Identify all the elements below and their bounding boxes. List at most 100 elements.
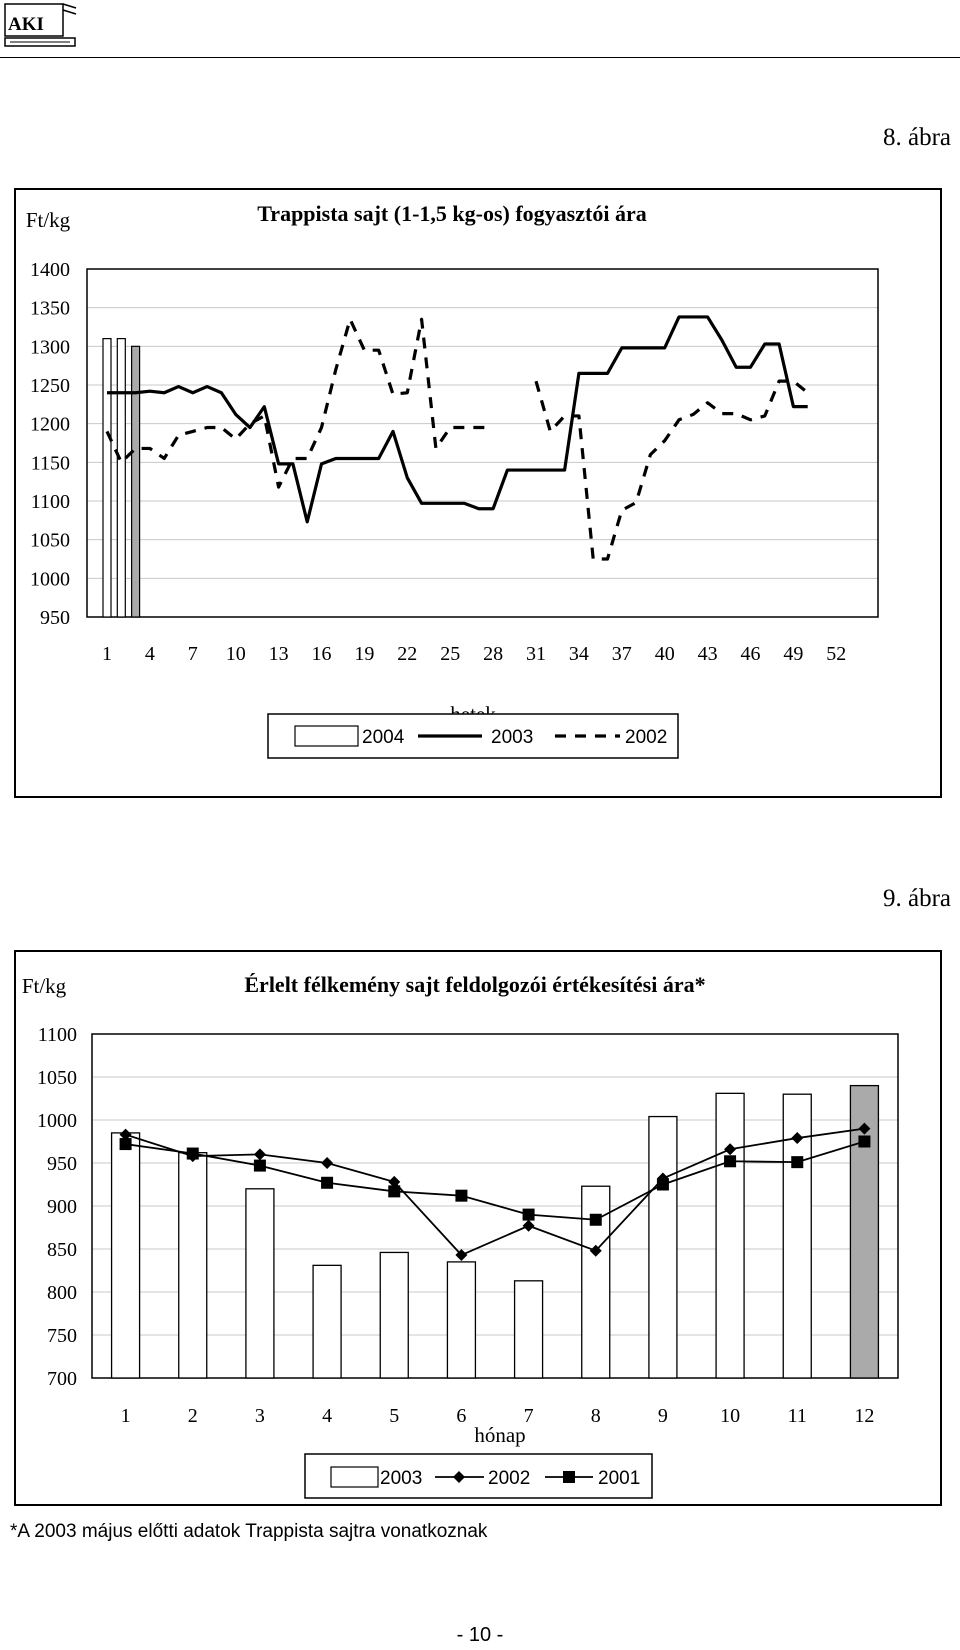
trappista-price-chart: 950 1000 1050 1100 1150 1200 1250 1300 1350 1400 1… <box>26 201 879 759</box>
series-2001-point <box>388 1185 401 1198</box>
y-tick-label: 700 <box>47 1368 77 1390</box>
legend-label-2004: 2004 <box>362 727 405 748</box>
x-tick-label: 3 <box>255 1405 265 1427</box>
x-tick-label: 9 <box>658 1405 668 1427</box>
series-2002-point <box>253 1148 266 1161</box>
series-line-2003 <box>107 315 808 524</box>
x-tick-label: 8 <box>591 1405 601 1427</box>
y-tick-label: 900 <box>47 1196 77 1218</box>
aki-logo: AKI <box>4 3 77 47</box>
x-tick-label: 2 <box>188 1405 198 1427</box>
x-tick-label: 10 <box>720 1405 740 1427</box>
series-2001-point <box>522 1208 535 1221</box>
bar-2003 <box>446 1261 477 1379</box>
series-2001-line <box>125 1140 865 1221</box>
header-rule <box>0 57 960 58</box>
x-tick-label: 4 <box>145 643 155 665</box>
series-2002-point <box>522 1219 535 1232</box>
figure-label-8: 8. ábra <box>882 124 951 151</box>
bar-2003 <box>513 1280 544 1379</box>
y-tick-label: 850 <box>47 1239 77 1261</box>
bar-2003 <box>849 1084 880 1379</box>
series-2002-point <box>589 1244 602 1257</box>
x-tick-label: 11 <box>788 1405 807 1427</box>
x-tick-label: 4 <box>322 1405 332 1427</box>
x-tick-label: 1 <box>102 643 112 665</box>
legend-label-2003: 2003 <box>491 727 533 748</box>
y-tick-label: 1150 <box>31 452 70 474</box>
bar-2004 <box>116 338 126 618</box>
series-2001-point <box>791 1156 804 1169</box>
legend-label-2001: 2001 <box>598 1468 640 1489</box>
x-tick-label: 49 <box>783 643 803 665</box>
y-tick-label: 1400 <box>30 259 70 281</box>
chart-title: Trappista sajt (1-1,5 kg-os) fogyasztói … <box>257 201 646 226</box>
y-tick-label: 1100 <box>38 1024 77 1046</box>
legend <box>304 1453 653 1499</box>
x-tick-label: 25 <box>440 643 460 665</box>
legend-marker-2001 <box>563 1471 575 1483</box>
bar-2004 <box>131 345 141 618</box>
bar-2004 <box>102 338 112 618</box>
y-tick-label: 1300 <box>30 336 70 358</box>
x-tick-label: 7 <box>524 1405 534 1427</box>
y-tick-label: 1050 <box>37 1067 77 1089</box>
x-tick-label: 46 <box>741 643 761 665</box>
bar-2003 <box>178 1152 208 1379</box>
x-axis-title: hónap <box>474 1423 525 1447</box>
legend-swatch-2004 <box>294 725 359 747</box>
figure-label-9: 9. ábra <box>882 885 951 912</box>
x-tick-label: 19 <box>354 643 374 665</box>
series-2001-point <box>455 1189 468 1202</box>
x-tick-label: 7 <box>188 643 198 665</box>
y-tick-label: 1350 <box>30 298 70 320</box>
y-tick-label: 1050 <box>30 530 70 552</box>
x-tick-label: 34 <box>569 643 589 665</box>
y-tick-label: 1100 <box>31 491 70 513</box>
bar-2003 <box>648 1115 678 1379</box>
series-2002-point <box>119 1128 132 1141</box>
series-2001-point <box>656 1178 669 1191</box>
x-tick-label: 12 <box>854 1405 874 1427</box>
chart-frame-1 <box>14 188 942 798</box>
x-tick-label: 28 <box>483 643 503 665</box>
series-2002-line <box>125 1127 865 1257</box>
y-tick-label: 750 <box>47 1325 77 1347</box>
series-line-2002 <box>105 317 494 489</box>
series-2002-point <box>791 1132 804 1145</box>
x-tick-label: 10 <box>226 643 246 665</box>
y-tick-label: 1000 <box>30 568 70 590</box>
x-tick-label: 5 <box>389 1405 399 1427</box>
plot-area <box>91 1033 899 1379</box>
legend-marker-2002 <box>453 1471 465 1483</box>
y-tick-label: 1200 <box>30 414 70 436</box>
x-tick-label: 31 <box>526 643 546 665</box>
legend-label-2002: 2002 <box>488 1468 530 1489</box>
series-2001-point <box>724 1155 737 1168</box>
series-line-2002 <box>534 379 809 561</box>
y-axis-title: Ft/kg <box>26 208 71 232</box>
x-tick-label: 16 <box>312 643 332 665</box>
logo-text: AKI <box>8 14 44 35</box>
bar-2003 <box>245 1188 275 1379</box>
legend-label-2002: 2002 <box>625 727 667 748</box>
series-2002-point <box>724 1143 737 1156</box>
legend-swatch-2003 <box>330 1466 379 1488</box>
series-2001-point <box>589 1213 602 1226</box>
x-tick-label: 43 <box>698 643 718 665</box>
plot-area <box>86 268 879 618</box>
x-tick-label: 13 <box>269 643 289 665</box>
x-tick-label: 52 <box>826 643 846 665</box>
x-tick-label: 22 <box>397 643 417 665</box>
y-axis-title: Ft/kg <box>22 974 67 998</box>
series-2001-point <box>119 1138 132 1151</box>
x-tick-label: 1 <box>121 1405 131 1427</box>
y-tick-label: 950 <box>47 1153 77 1175</box>
series-2002-point <box>455 1249 468 1262</box>
bar-2003 <box>715 1092 745 1379</box>
y-tick-label: 1250 <box>30 375 70 397</box>
bar-2003 <box>312 1264 342 1379</box>
series-2001-point <box>253 1159 266 1172</box>
y-tick-label: 950 <box>40 607 70 629</box>
